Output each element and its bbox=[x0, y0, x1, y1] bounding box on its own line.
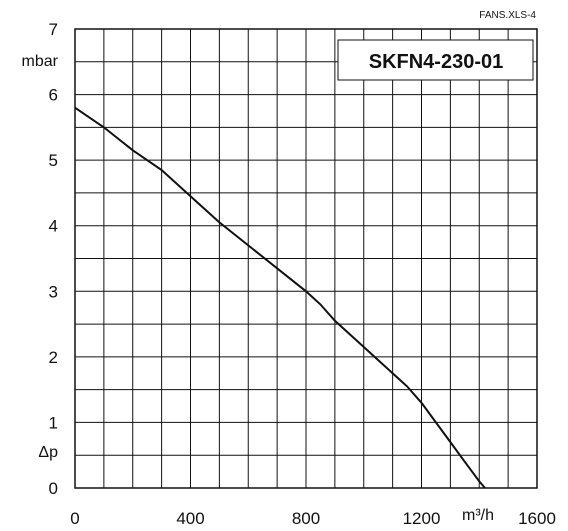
title-box-background bbox=[337, 39, 534, 81]
x-tick-label: 0 bbox=[70, 509, 79, 528]
x-tick-label: 400 bbox=[176, 509, 204, 528]
y-axis-label: Δp bbox=[38, 444, 58, 461]
y-tick-label: 5 bbox=[49, 151, 58, 170]
y-tick-label: 0 bbox=[49, 479, 58, 498]
x-tick-label: 1200 bbox=[403, 509, 441, 528]
x-tick-label: 1600 bbox=[518, 509, 556, 528]
y-tick-label: 3 bbox=[49, 282, 58, 301]
y-tick-labels: 0 1 2 3 4 5 6 7 bbox=[49, 20, 58, 498]
y-tick-label: 2 bbox=[49, 348, 58, 367]
grid bbox=[75, 29, 537, 488]
y-tick-label: 6 bbox=[49, 86, 58, 105]
plot-frame bbox=[74, 28, 538, 489]
y-tick-label: 1 bbox=[49, 413, 58, 432]
y-tick-label: 4 bbox=[49, 217, 58, 236]
y-unit-label: mbar bbox=[22, 53, 59, 70]
source-note: FANS.XLS-4 bbox=[479, 10, 536, 21]
x-axis-label: m³/h bbox=[462, 507, 494, 524]
chart-title: SKFN4-230-01 bbox=[369, 51, 504, 73]
series-group bbox=[74, 106, 486, 489]
series-line bbox=[74, 106, 486, 489]
x-tick-labels: 0 400 800 1200 1600 bbox=[70, 509, 556, 528]
plot-border bbox=[74, 28, 538, 489]
x-tick-label: 800 bbox=[292, 509, 320, 528]
y-tick-label: 7 bbox=[49, 20, 58, 39]
